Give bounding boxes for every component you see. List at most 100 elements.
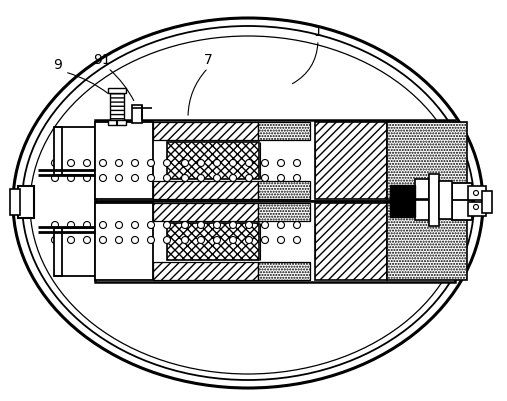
- Text: 1: 1: [313, 25, 322, 39]
- FancyArrowPatch shape: [188, 70, 206, 115]
- Bar: [439, 181, 452, 219]
- Circle shape: [84, 221, 91, 229]
- Bar: [390, 185, 415, 217]
- Circle shape: [230, 174, 236, 182]
- Circle shape: [131, 160, 138, 166]
- Bar: [153, 122, 258, 140]
- Circle shape: [52, 174, 58, 182]
- Bar: [108, 88, 126, 93]
- Bar: [482, 191, 492, 213]
- Bar: [95, 120, 455, 201]
- Bar: [315, 203, 387, 280]
- Circle shape: [245, 221, 252, 229]
- Circle shape: [182, 160, 189, 166]
- Circle shape: [67, 237, 75, 243]
- Circle shape: [131, 174, 138, 182]
- Circle shape: [148, 160, 155, 166]
- Circle shape: [84, 237, 91, 243]
- Bar: [468, 202, 486, 216]
- Circle shape: [148, 174, 155, 182]
- Bar: [415, 179, 429, 199]
- Bar: [153, 181, 258, 199]
- Circle shape: [131, 237, 138, 243]
- Circle shape: [182, 174, 189, 182]
- Circle shape: [198, 237, 204, 243]
- Bar: [95, 201, 455, 282]
- Circle shape: [230, 237, 236, 243]
- Bar: [387, 203, 467, 280]
- Bar: [153, 262, 258, 280]
- Circle shape: [230, 221, 236, 229]
- Circle shape: [116, 221, 123, 229]
- Circle shape: [52, 237, 58, 243]
- Circle shape: [52, 221, 58, 229]
- Bar: [415, 200, 429, 220]
- FancyArrowPatch shape: [293, 43, 318, 84]
- Text: 91: 91: [93, 53, 111, 67]
- Circle shape: [245, 237, 252, 243]
- Circle shape: [277, 221, 284, 229]
- Circle shape: [99, 174, 106, 182]
- Circle shape: [213, 174, 221, 182]
- Circle shape: [262, 237, 269, 243]
- Bar: [110, 92, 124, 120]
- Circle shape: [230, 160, 236, 166]
- Circle shape: [148, 221, 155, 229]
- Circle shape: [277, 237, 284, 243]
- Bar: [452, 200, 472, 220]
- Circle shape: [163, 174, 170, 182]
- FancyArrowPatch shape: [110, 70, 134, 101]
- Circle shape: [213, 221, 221, 229]
- Circle shape: [148, 237, 155, 243]
- Circle shape: [277, 174, 284, 182]
- Bar: [95, 122, 153, 199]
- Circle shape: [99, 160, 106, 166]
- Circle shape: [474, 205, 479, 209]
- FancyArrowPatch shape: [67, 73, 108, 93]
- Circle shape: [116, 174, 123, 182]
- Circle shape: [67, 174, 75, 182]
- Circle shape: [163, 221, 170, 229]
- Circle shape: [116, 160, 123, 166]
- Circle shape: [213, 237, 221, 243]
- Bar: [153, 203, 258, 221]
- Circle shape: [294, 174, 301, 182]
- Bar: [95, 203, 153, 280]
- Circle shape: [198, 221, 204, 229]
- Circle shape: [294, 221, 301, 229]
- Circle shape: [182, 237, 189, 243]
- Circle shape: [99, 221, 106, 229]
- Bar: [54, 228, 62, 276]
- Circle shape: [262, 160, 269, 166]
- Circle shape: [213, 160, 221, 166]
- Bar: [132, 105, 142, 123]
- Bar: [54, 127, 62, 175]
- Circle shape: [245, 174, 252, 182]
- Bar: [10, 189, 20, 215]
- Circle shape: [99, 237, 106, 243]
- Bar: [315, 122, 387, 199]
- Bar: [258, 181, 310, 199]
- Circle shape: [84, 160, 91, 166]
- Circle shape: [277, 160, 284, 166]
- Circle shape: [262, 174, 269, 182]
- Circle shape: [474, 190, 479, 196]
- Circle shape: [52, 160, 58, 166]
- Circle shape: [84, 174, 91, 182]
- Bar: [429, 174, 439, 226]
- Text: 7: 7: [204, 53, 212, 67]
- Bar: [167, 223, 259, 260]
- Bar: [258, 203, 310, 221]
- Circle shape: [67, 160, 75, 166]
- Circle shape: [294, 237, 301, 243]
- Bar: [387, 122, 467, 199]
- Circle shape: [163, 237, 170, 243]
- Ellipse shape: [13, 18, 483, 388]
- Circle shape: [262, 221, 269, 229]
- Bar: [452, 183, 472, 203]
- Bar: [108, 120, 126, 125]
- Circle shape: [67, 221, 75, 229]
- Bar: [167, 142, 259, 179]
- Circle shape: [198, 160, 204, 166]
- Bar: [18, 186, 34, 218]
